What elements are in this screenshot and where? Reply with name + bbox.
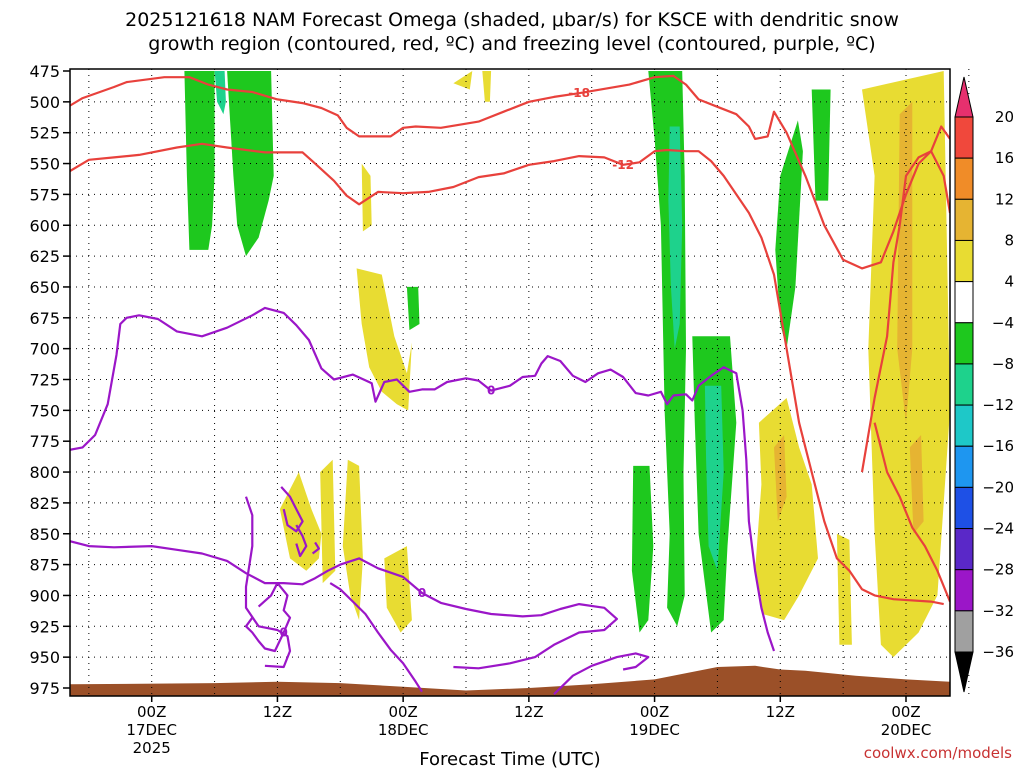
colorbar-bin	[955, 199, 973, 240]
colorbar-bin	[955, 611, 973, 652]
colorbar-label: −16	[982, 437, 1014, 455]
y-tick-label: 500	[29, 93, 60, 112]
colorbar-bin	[955, 487, 973, 528]
y-tick-label: 975	[29, 679, 60, 698]
y-tick-label: 850	[29, 525, 60, 544]
colorbar-bin	[955, 282, 973, 323]
colorbar-bin	[955, 158, 973, 199]
dgz-contour-label: -12	[612, 158, 634, 172]
y-tick-label: 875	[29, 556, 60, 575]
colorbar-label: −32	[982, 602, 1014, 620]
colorbar-label: −36	[982, 643, 1014, 661]
freezing-contour-label: 0	[280, 625, 288, 639]
colorbar-bin	[955, 117, 973, 158]
y-tick-label: 675	[29, 309, 60, 328]
y-tick-label: 800	[29, 463, 60, 482]
x-tick-date: 17DEC	[126, 721, 177, 739]
x-tick-date: 20DEC	[881, 721, 932, 739]
x-axis-title: Forecast Time (UTC)	[419, 749, 600, 768]
colorbar-label: 20	[995, 108, 1014, 126]
x-tick-label: 00Z	[891, 703, 920, 721]
colorbar-label: −24	[982, 520, 1014, 538]
y-tick-label: 475	[29, 62, 60, 81]
x-tick-date: 18DEC	[378, 721, 429, 739]
y-tick-label: 525	[29, 124, 60, 143]
omega-time-height-chart: 2025121618 NAM Forecast Omega (shaded, μ…	[0, 0, 1024, 768]
y-tick-label: 575	[29, 185, 60, 204]
x-tick-label: 12Z	[263, 703, 292, 721]
y-tick-label: 775	[29, 432, 60, 451]
colorbar-label: 8	[1004, 231, 1014, 249]
colorbar: 20 16 12 8 4 −4 −8 −12 −16 −20 −24 −28 −32 −36	[955, 77, 1014, 692]
y-tick-label: 550	[29, 155, 60, 174]
colorbar-label: 4	[1004, 273, 1014, 291]
colorbar-label: −4	[992, 314, 1014, 332]
colorbar-label: −12	[982, 396, 1014, 414]
x-tick-label: 00Z	[388, 703, 417, 721]
colorbar-bin	[955, 446, 973, 487]
y-tick-label: 825	[29, 494, 60, 513]
y-tick-label: 650	[29, 278, 60, 297]
colorbar-bin	[955, 570, 973, 611]
y-tick-label: 700	[29, 340, 60, 359]
x-tick-year: 2025	[133, 739, 171, 757]
y-tick-label: 925	[29, 617, 60, 636]
freezing-contour-label: 0	[487, 384, 495, 398]
credit-text: coolwx.com/models	[864, 744, 1012, 762]
y-tick-label: 725	[29, 371, 60, 390]
colorbar-label: −20	[982, 478, 1014, 496]
x-tick-label: 12Z	[514, 703, 543, 721]
x-tick-label: 00Z	[137, 703, 166, 721]
colorbar-bin	[955, 405, 973, 446]
chart-title-line-2: growth region (contoured, red, ºC) and f…	[148, 33, 875, 55]
y-axis: 475 500 525 550 575 600 625 650 675 700 725 750 775 8…	[29, 62, 70, 698]
colorbar-bin	[955, 364, 973, 405]
x-tick-date: 19DEC	[629, 721, 680, 739]
colorbar-label: 12	[995, 190, 1014, 208]
chart-title-line-1: 2025121618 NAM Forecast Omega (shaded, μ…	[125, 9, 899, 31]
y-tick-label: 625	[29, 247, 60, 266]
y-tick-label: 600	[29, 216, 60, 235]
colorbar-label: 16	[995, 149, 1014, 167]
colorbar-bin	[955, 323, 973, 364]
y-tick-label: 950	[29, 648, 60, 667]
colorbar-top-arrow	[955, 77, 973, 117]
colorbar-bin	[955, 529, 973, 570]
colorbar-label: −28	[982, 561, 1014, 579]
freezing-contour-label: 0	[418, 586, 426, 600]
x-tick-label: 12Z	[766, 703, 795, 721]
dgz-contour-label: -18	[568, 86, 590, 100]
colorbar-label: −8	[992, 355, 1014, 373]
y-tick-label: 750	[29, 401, 60, 420]
y-tick-label: 900	[29, 586, 60, 605]
x-tick-label: 00Z	[640, 703, 669, 721]
colorbar-bin	[955, 240, 973, 281]
colorbar-bottom-arrow	[955, 652, 973, 692]
omega-region-21	[837, 534, 852, 645]
